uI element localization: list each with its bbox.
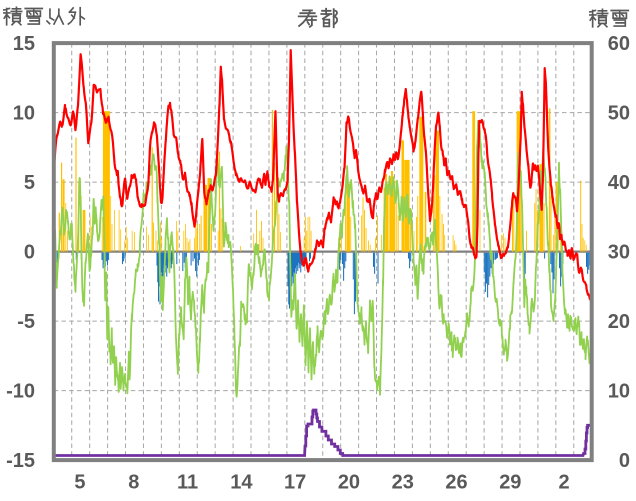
svg-text:30: 30: [608, 242, 630, 264]
svg-text:0: 0: [619, 450, 630, 472]
svg-text:29: 29: [499, 472, 521, 494]
svg-text:20: 20: [338, 472, 360, 494]
svg-text:23: 23: [392, 472, 414, 494]
svg-text:10: 10: [608, 381, 630, 403]
svg-text:26: 26: [445, 472, 467, 494]
svg-text:14: 14: [230, 472, 253, 494]
svg-text:15: 15: [13, 33, 35, 55]
svg-text:11: 11: [177, 472, 198, 494]
svg-text:-10: -10: [6, 381, 35, 403]
svg-text:-15: -15: [6, 450, 35, 472]
svg-text:5: 5: [74, 472, 85, 494]
svg-text:40: 40: [608, 172, 630, 194]
svg-text:50: 50: [608, 103, 630, 125]
svg-text:8: 8: [128, 472, 139, 494]
svg-text:0: 0: [24, 242, 35, 264]
svg-text:-5: -5: [17, 311, 35, 333]
svg-text:17: 17: [284, 472, 306, 494]
svg-text:60: 60: [608, 33, 630, 55]
svg-text:2: 2: [559, 472, 570, 494]
svg-text:20: 20: [608, 311, 630, 333]
svg-text:5: 5: [24, 172, 35, 194]
svg-text:10: 10: [13, 103, 35, 125]
